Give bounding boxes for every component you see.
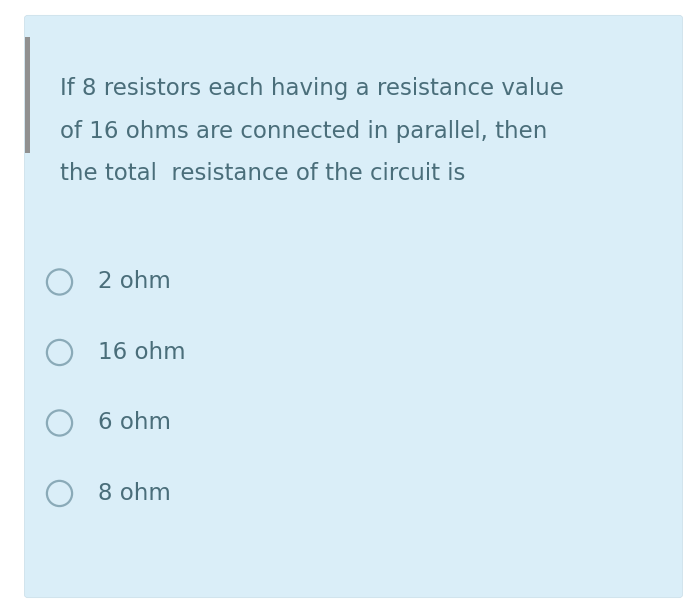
Ellipse shape bbox=[47, 340, 72, 365]
Ellipse shape bbox=[47, 410, 72, 436]
Text: If 8 resistors each having a resistance value: If 8 resistors each having a resistance … bbox=[60, 77, 564, 100]
Text: 6 ohm: 6 ohm bbox=[98, 411, 171, 435]
Text: 16 ohm: 16 ohm bbox=[98, 341, 186, 364]
Text: 2 ohm: 2 ohm bbox=[98, 270, 171, 294]
Ellipse shape bbox=[47, 269, 72, 295]
Ellipse shape bbox=[47, 481, 72, 506]
Text: 8 ohm: 8 ohm bbox=[98, 482, 171, 505]
Text: of 16 ohms are connected in parallel, then: of 16 ohms are connected in parallel, th… bbox=[60, 120, 547, 143]
Text: the total  resistance of the circuit is: the total resistance of the circuit is bbox=[60, 162, 465, 186]
